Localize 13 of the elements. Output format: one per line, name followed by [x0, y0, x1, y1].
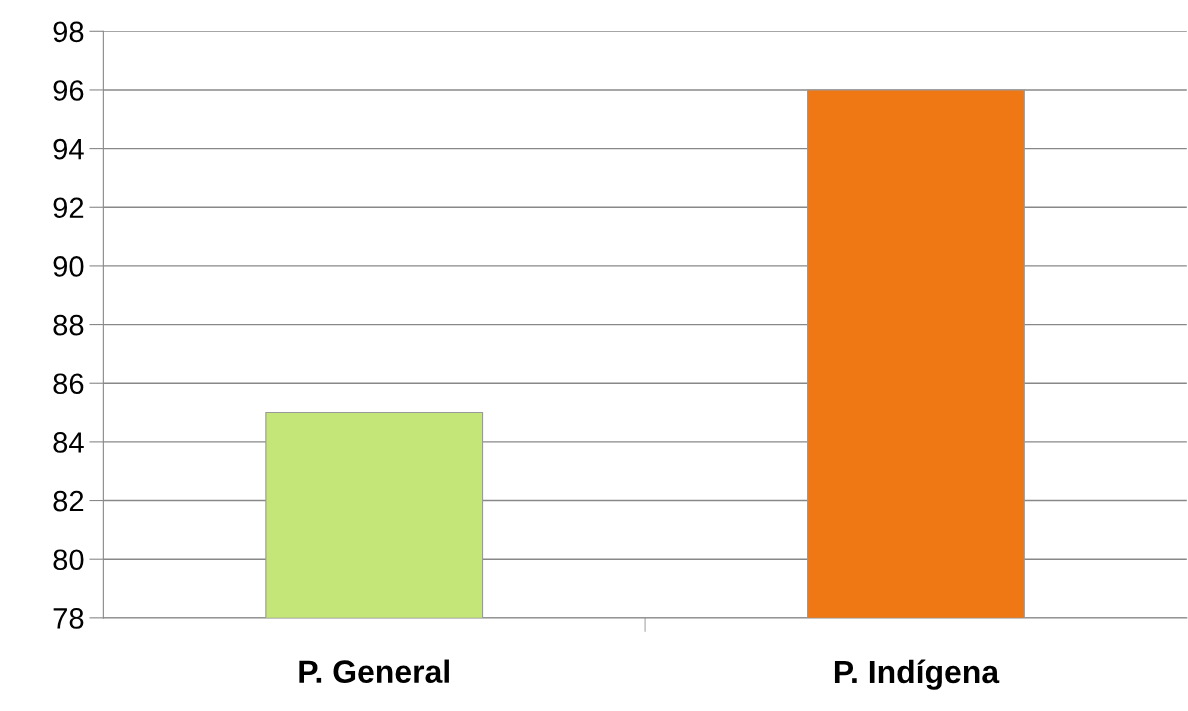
y-tick-label: 96: [53, 80, 84, 101]
x-tick-label: P. Indígena: [834, 659, 1000, 690]
y-tick-label: 94: [53, 138, 84, 160]
y-tick-label: 78: [53, 608, 84, 629]
y-tick-label: 88: [53, 314, 84, 336]
y-tick-label: 86: [53, 373, 84, 395]
y-tick-label: 98: [53, 21, 84, 43]
y-tick-label: 84: [53, 432, 84, 453]
y-tick-label: 90: [53, 256, 84, 277]
y-tick-label: 80: [53, 549, 84, 571]
x-tick-label: P. General: [299, 659, 449, 683]
y-tick-label: 92: [53, 197, 84, 219]
y-tick-label: 82: [53, 490, 84, 512]
